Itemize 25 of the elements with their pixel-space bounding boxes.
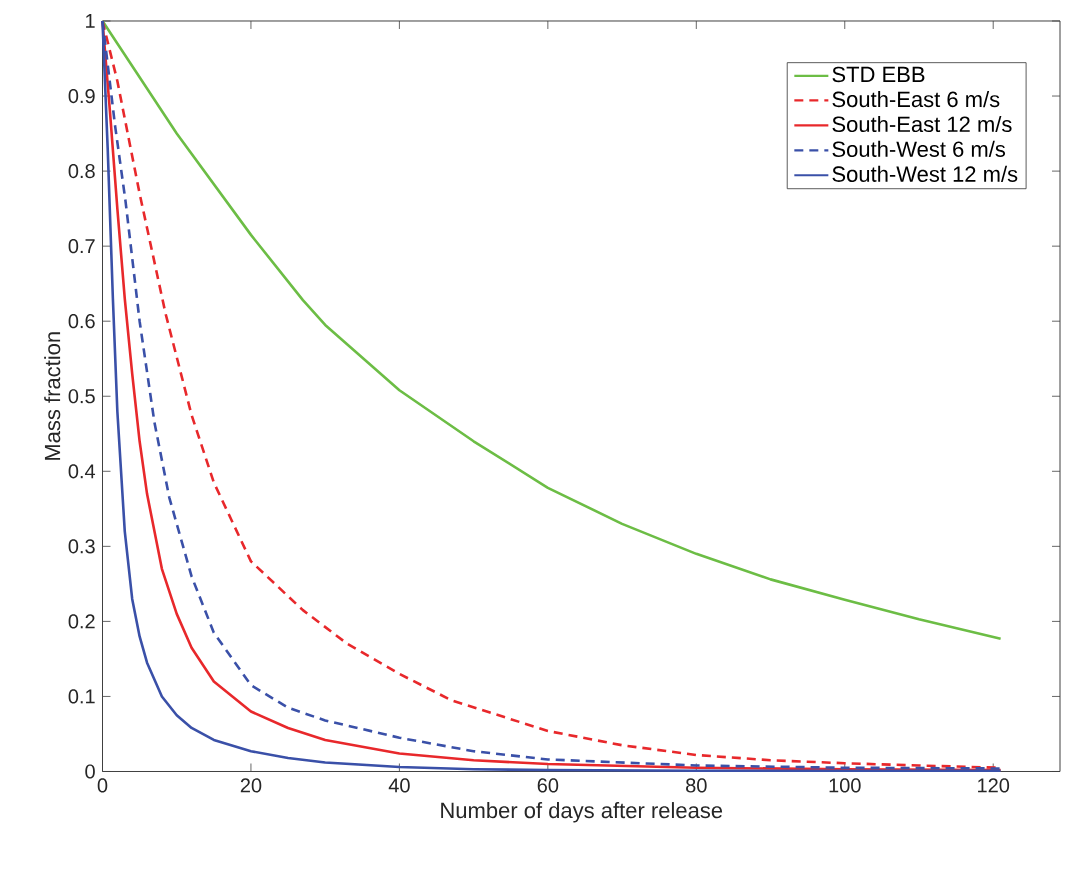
x-axis-title: Number of days after release bbox=[441, 802, 723, 823]
legend-label: STD EBB bbox=[832, 66, 925, 83]
y-tick-label: 0.3 bbox=[68, 539, 95, 554]
x-tick-label: 40 bbox=[388, 778, 410, 793]
y-tick-label: 0.5 bbox=[68, 389, 95, 404]
x-tick-label: 0 bbox=[97, 778, 108, 793]
y-tick-label: 1 bbox=[86, 14, 95, 28]
y-axis-title: Mass fraction bbox=[44, 332, 61, 460]
x-tick-label: 100 bbox=[829, 778, 861, 793]
legend-label: South-East 12 m/s bbox=[832, 115, 1012, 133]
y-tick-label: 0 bbox=[85, 764, 95, 779]
y-tick-label: 0.9 bbox=[68, 88, 95, 104]
x-tick-label: 80 bbox=[686, 778, 707, 793]
x-tick-label: 120 bbox=[978, 778, 1010, 793]
y-tick-label: 0.4 bbox=[68, 464, 96, 479]
y-tick-label: 0.2 bbox=[68, 614, 95, 629]
x-tick-label: 60 bbox=[537, 778, 559, 793]
y-tick-label: 0.8 bbox=[68, 164, 95, 179]
legend-label: South-West 12 m/s bbox=[832, 165, 1018, 182]
y-tick-label: 0.1 bbox=[68, 689, 95, 704]
legend-label: South-East 6 m/s bbox=[832, 91, 1000, 108]
y-tick-label: 0.6 bbox=[68, 314, 95, 329]
y-tick-label: 0.7 bbox=[68, 239, 95, 254]
x-tick-label: 20 bbox=[240, 778, 262, 793]
legend-label: South-West 6 m/s bbox=[832, 140, 1006, 158]
